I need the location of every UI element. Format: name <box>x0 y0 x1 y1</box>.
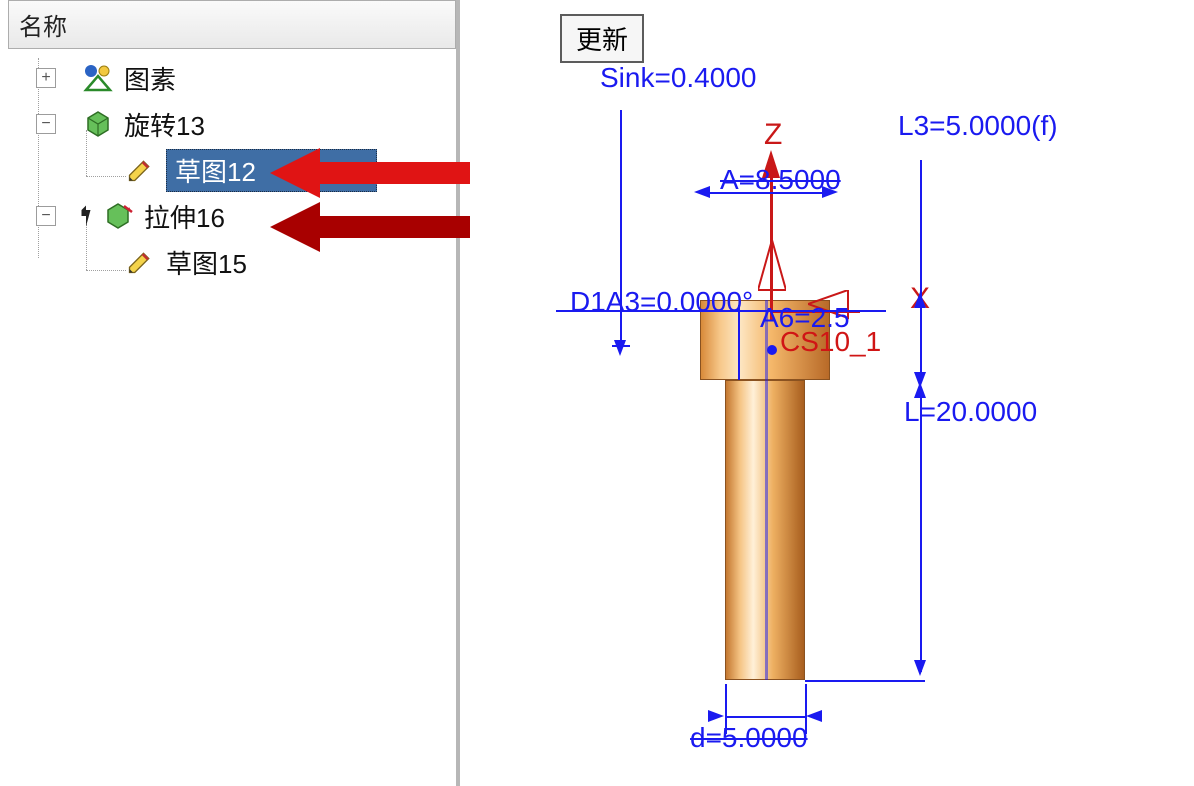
tree-label: 拉伸16 <box>144 198 225 235</box>
tree-item-revolve-13[interactable]: − 旋转13 <box>16 101 456 147</box>
feature-tree: + 图素 − 旋转13 草图12 − <box>8 49 456 285</box>
axis-z-label: Z <box>764 118 782 152</box>
dim-cs10-label: CS10_1 <box>780 326 881 358</box>
revolve-icon <box>82 108 114 140</box>
sketch-icon <box>124 246 156 278</box>
extrude-icon <box>102 200 134 232</box>
tree-label: 草图15 <box>166 244 247 281</box>
bolt-left-edge <box>738 305 740 380</box>
dim-d1-label: D1A3=0.0000° <box>570 286 753 318</box>
dim-a-label: A=8.5000 <box>720 164 841 196</box>
panel-header: 名称 <box>8 0 456 49</box>
tree-label-selected: 草图12 <box>166 149 377 192</box>
axis-z-triangle <box>758 240 786 300</box>
tree-label: 图素 <box>124 60 176 97</box>
tree-item-extrude-16[interactable]: − 拉伸16 <box>16 193 456 239</box>
sketch-icon <box>124 154 156 186</box>
dim-d-line <box>725 716 805 718</box>
origin-point <box>767 345 777 355</box>
dim-sink-label: Sink=0.4000 <box>600 62 756 94</box>
tree-item-elements[interactable]: + 图素 <box>16 55 456 101</box>
viewport-3d[interactable]: 更新 Z X Sink=0.4000 L3=5.0000(f) L=20.000… <box>470 0 1194 786</box>
collapse-icon[interactable]: − <box>36 114 56 134</box>
tree-label: 旋转13 <box>124 106 205 143</box>
elements-icon <box>82 62 114 94</box>
dim-l3-line <box>920 160 922 380</box>
tree-item-sketch-15[interactable]: 草图15 <box>16 239 456 285</box>
feature-tree-panel: 名称 + 图素 − 旋转13 <box>8 0 460 786</box>
bolt-centerline <box>765 300 768 680</box>
update-button[interactable]: 更新 <box>560 14 644 63</box>
expand-icon[interactable]: + <box>36 68 56 88</box>
dim-l3-label: L3=5.0000(f) <box>898 110 1058 142</box>
collapse-icon[interactable]: − <box>36 206 56 226</box>
tree-item-sketch-12[interactable]: 草图12 <box>16 147 456 193</box>
dim-l-label: L=20.0000 <box>904 396 1037 428</box>
dim-d-label: d=5.0000 <box>690 722 808 754</box>
link-icon <box>70 200 102 232</box>
dim-l-line <box>920 388 922 672</box>
panel-header-label: 名称 <box>19 14 67 41</box>
